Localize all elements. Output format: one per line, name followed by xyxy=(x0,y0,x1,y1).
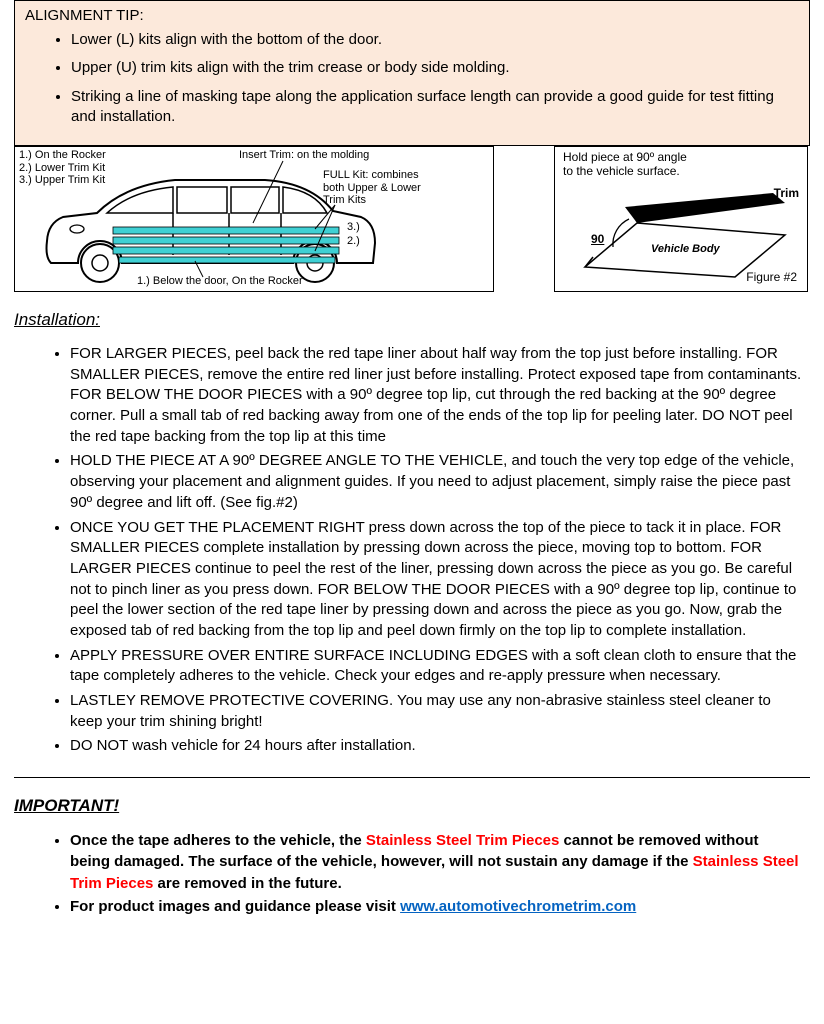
tip-item: Upper (U) trim kits align with the trim … xyxy=(71,58,799,78)
important-text: are removed in the future. xyxy=(153,875,341,892)
angle-90: 90 xyxy=(591,233,604,247)
figure-label: Figure #2 xyxy=(746,271,797,285)
list-item: FOR LARGER PIECES, peel back the red tap… xyxy=(70,344,802,447)
important-red: Stainless Steel Trim Pieces xyxy=(366,832,559,849)
important-text: Once the tape adheres to the vehicle, th… xyxy=(70,832,366,849)
diagram-row: 1.) On the Rocker 2.) Lower Trim Kit 3.)… xyxy=(14,146,810,292)
installation-list: FOR LARGER PIECES, peel back the red tap… xyxy=(14,344,810,757)
below-door-label: 1.) Below the door, On the Rocker xyxy=(137,275,303,288)
installation-title: Installation: xyxy=(14,310,810,330)
important-item: For product images and guidance please v… xyxy=(70,896,802,917)
callout-3: 3.) xyxy=(347,221,360,234)
callout-2: 2.) xyxy=(347,235,360,248)
divider xyxy=(14,777,810,778)
angle-diagram: Hold piece at 90º angle to the vehicle s… xyxy=(554,146,808,292)
important-text: For product images and guidance please v… xyxy=(70,898,400,915)
important-title: IMPORTANT! xyxy=(14,796,810,816)
car-illustration xyxy=(15,147,495,293)
list-item: DO NOT wash vehicle for 24 hours after i… xyxy=(70,736,802,757)
tip-item: Lower (L) kits align with the bottom of … xyxy=(71,30,799,50)
important-item: Once the tape adheres to the vehicle, th… xyxy=(70,830,802,894)
important-list: Once the tape adheres to the vehicle, th… xyxy=(14,830,810,917)
car-diagram: 1.) On the Rocker 2.) Lower Trim Kit 3.)… xyxy=(14,146,494,292)
trim-label: Trim xyxy=(774,187,799,201)
list-item: APPLY PRESSURE OVER ENTIRE SURFACE INCLU… xyxy=(70,646,802,687)
alignment-tip-box: ALIGNMENT TIP: Lower (L) kits align with… xyxy=(14,0,810,146)
tip-item: Striking a line of masking tape along th… xyxy=(71,87,799,128)
list-item: HOLD THE PIECE AT A 90º DEGREE ANGLE TO … xyxy=(70,451,802,513)
tip-list: Lower (L) kits align with the bottom of … xyxy=(25,30,799,127)
list-item: LASTLEY REMOVE PROTECTIVE COVERING. You … xyxy=(70,691,802,732)
list-item: ONCE YOU GET THE PLACEMENT RIGHT press d… xyxy=(70,518,802,642)
vehicle-body-label: Vehicle Body xyxy=(651,243,720,256)
tip-title: ALIGNMENT TIP: xyxy=(25,7,799,24)
product-link[interactable]: www.automotivechrometrim.com xyxy=(400,898,636,915)
